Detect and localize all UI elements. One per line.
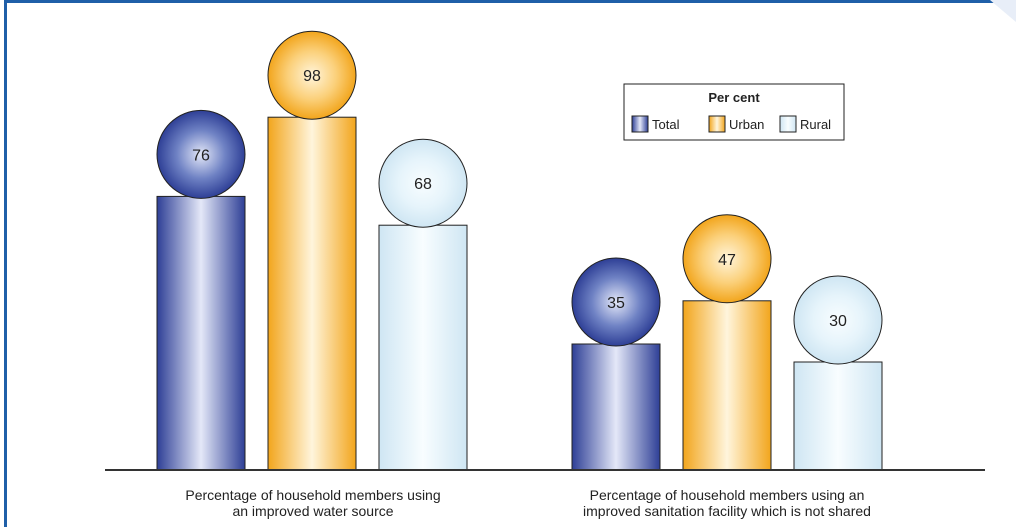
legend-swatch [708, 115, 726, 133]
bar-group-total-2: 35 [571, 257, 661, 471]
category-label-1: Percentage of household members using an … [185, 487, 440, 519]
legend-label: Rural [800, 117, 831, 132]
legend: Per cent Total Urban Rural [623, 83, 845, 141]
legend-label: Total [652, 117, 680, 132]
bar-group-urban-2: 47 [682, 214, 772, 471]
bar-group-rural-2: 30 [793, 275, 883, 471]
legend-swatch [779, 115, 797, 133]
corner-decoration [990, 0, 1016, 22]
data-label: 30 [829, 313, 847, 330]
bar-total [571, 343, 661, 471]
data-label: 98 [303, 68, 321, 85]
data-label: 76 [192, 147, 210, 164]
bar-urban [267, 116, 357, 471]
legend-label: Urban [729, 117, 764, 132]
data-label: 68 [414, 176, 432, 193]
value-bubble-total [156, 109, 246, 199]
category-label-2: Percentage of household members using an… [583, 487, 871, 519]
value-bubble-urban [682, 214, 772, 304]
legend-swatch [631, 115, 649, 133]
data-label: 47 [718, 252, 736, 269]
bar-urban [682, 300, 772, 471]
legend-item-urban: Urban [708, 115, 764, 133]
value-bubble-rural [378, 138, 468, 228]
bar-rural [793, 361, 883, 471]
bar-total [156, 195, 246, 471]
bar-group-urban-1: 98 [267, 30, 357, 471]
chart-frame [4, 0, 1016, 527]
legend-item-total: Total [631, 115, 680, 133]
value-bubble-urban [267, 30, 357, 120]
legend-box [623, 83, 845, 141]
bar-rural [378, 224, 468, 471]
legend-title: Per cent [708, 90, 760, 105]
legend-item-rural: Rural [779, 115, 831, 133]
value-bubble-total [571, 257, 661, 347]
value-bubble-rural [793, 275, 883, 365]
data-label: 35 [607, 295, 625, 312]
bar-group-rural-1: 68 [378, 138, 468, 471]
bar-group-total-1: 76 [156, 109, 246, 471]
